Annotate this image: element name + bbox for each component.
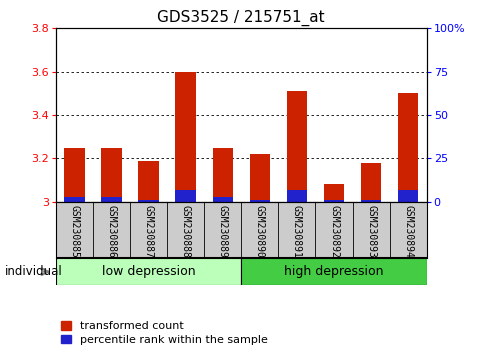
Bar xyxy=(138,200,158,202)
Text: GSM230892: GSM230892 xyxy=(328,205,338,257)
Bar xyxy=(138,161,158,202)
Bar xyxy=(56,258,241,285)
Text: GSM230891: GSM230891 xyxy=(291,205,302,257)
Bar xyxy=(249,200,270,202)
Bar xyxy=(101,198,121,202)
Title: GDS3525 / 215751_at: GDS3525 / 215751_at xyxy=(157,9,324,25)
Bar xyxy=(360,200,380,202)
Legend: transformed count, percentile rank within the sample: transformed count, percentile rank withi… xyxy=(61,321,268,345)
Text: GSM230886: GSM230886 xyxy=(106,205,116,257)
Bar xyxy=(323,200,344,202)
Bar xyxy=(101,148,121,202)
Text: GSM230893: GSM230893 xyxy=(365,205,376,257)
Text: GSM230890: GSM230890 xyxy=(254,205,264,257)
Text: GSM230889: GSM230889 xyxy=(217,205,227,257)
Text: GSM230887: GSM230887 xyxy=(143,205,153,257)
Bar xyxy=(64,148,84,202)
Bar xyxy=(286,190,306,202)
Text: individual: individual xyxy=(5,265,62,278)
Bar xyxy=(212,198,232,202)
Bar xyxy=(175,72,196,202)
Bar xyxy=(241,258,426,285)
Text: high depression: high depression xyxy=(284,265,383,278)
Bar xyxy=(249,154,270,202)
Text: GSM230894: GSM230894 xyxy=(402,205,412,257)
Bar xyxy=(286,91,306,202)
Text: low depression: low depression xyxy=(102,265,195,278)
Bar xyxy=(323,184,344,202)
Bar xyxy=(212,148,232,202)
Text: GSM230885: GSM230885 xyxy=(69,205,79,257)
Bar xyxy=(397,93,418,202)
Bar xyxy=(397,190,418,202)
Bar xyxy=(360,163,380,202)
Text: GSM230888: GSM230888 xyxy=(180,205,190,257)
Bar xyxy=(64,198,84,202)
Bar xyxy=(175,190,196,202)
